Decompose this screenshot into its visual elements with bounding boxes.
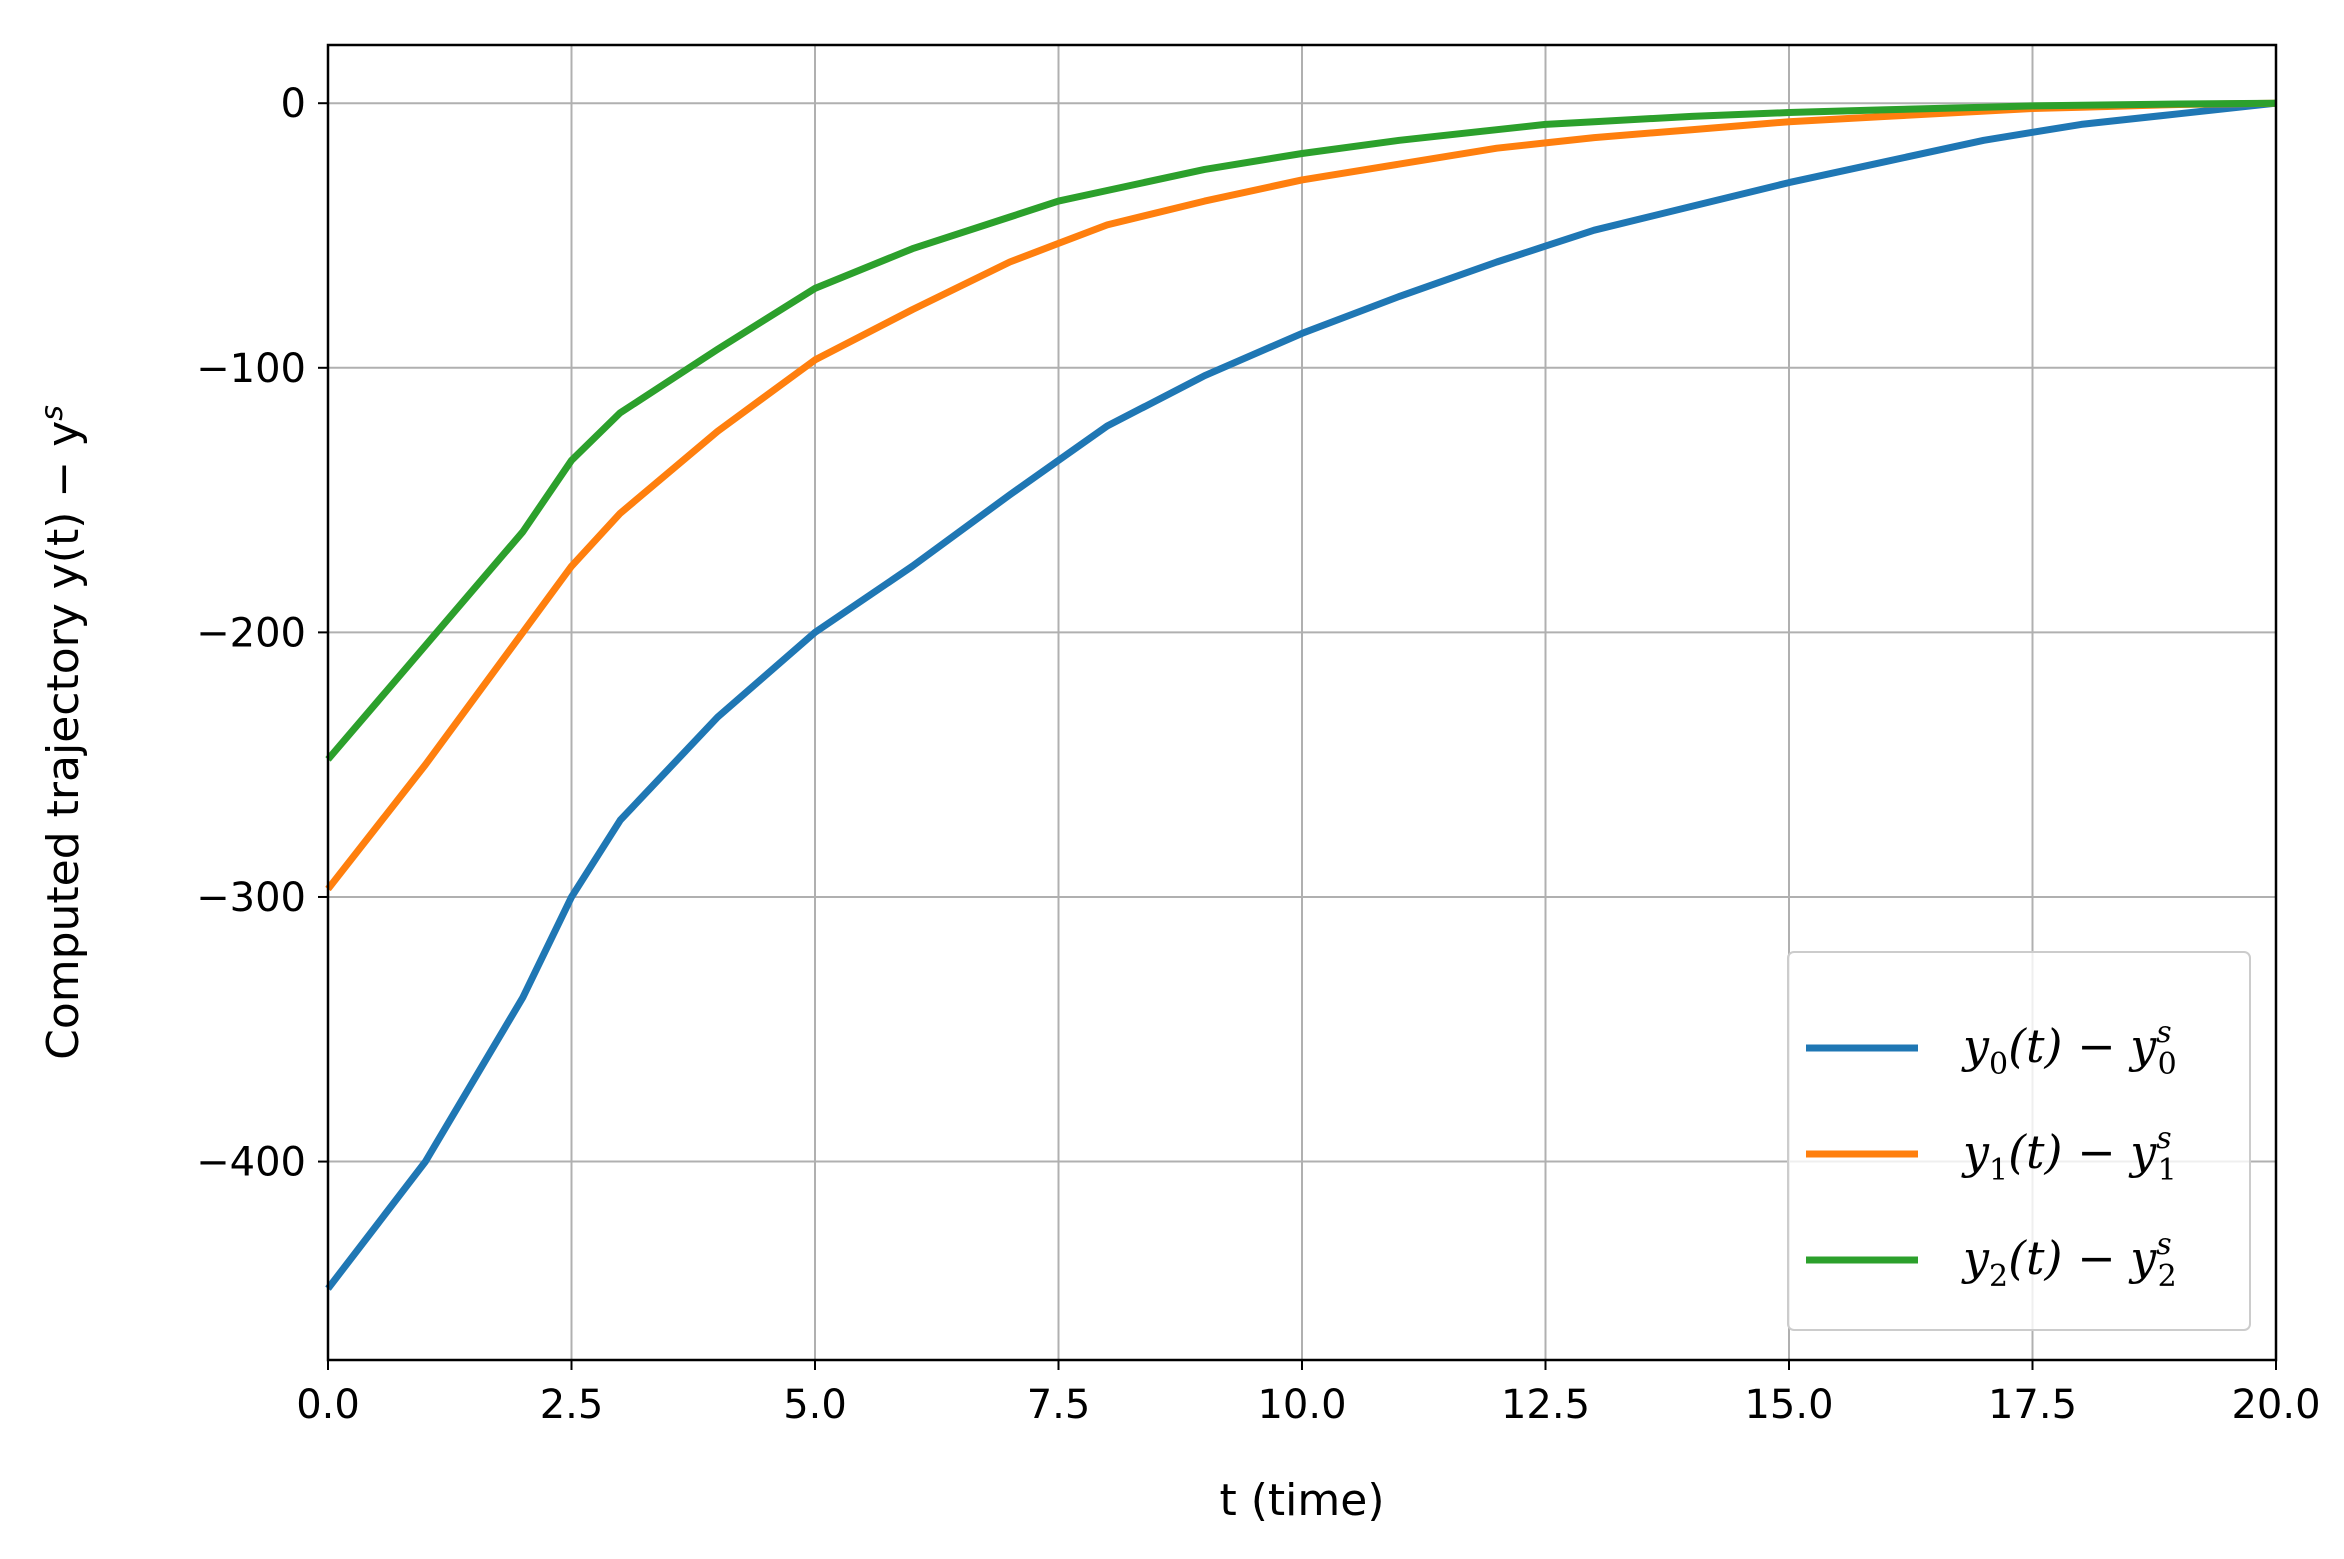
y-axis-ticks: 0 −100 −200 −300 −400 [196, 81, 328, 1186]
x-tick-label: 2.5 [540, 1382, 604, 1428]
x-tick-label: 12.5 [1501, 1382, 1590, 1428]
y-tick-label: −100 [196, 346, 306, 392]
y-tick-label: −300 [196, 875, 306, 921]
legend-label-2: y2(t) − ys 2 [1961, 1227, 2177, 1294]
legend-label-1: y1(t) − ys 1 [1961, 1121, 2177, 1188]
y-axis-title-main: Computed trajectory y(t) − y [38, 421, 89, 1060]
series-lines [325, 99, 2277, 1291]
x-tick-label: 17.5 [1988, 1382, 2077, 1428]
y-tick-label: 0 [281, 81, 306, 127]
x-tick-label: 20.0 [2231, 1382, 2320, 1428]
series-line-0 [325, 99, 2277, 1291]
series-line-2 [325, 99, 2277, 762]
x-tick-label: 7.5 [1027, 1382, 1091, 1428]
y-tick-label: −400 [196, 1140, 306, 1186]
x-tick-label: 15.0 [1744, 1382, 1833, 1428]
x-tick-label: 10.0 [1257, 1382, 1346, 1428]
x-tick-label: 0.0 [296, 1382, 360, 1428]
x-tick-label: 5.0 [783, 1382, 847, 1428]
legend: y0(t) − ys 0 y1(t) − ys 1 y2(t) − ys 2 [1787, 951, 2251, 1331]
y-axis-title-sup: s [35, 405, 70, 421]
y-axis-title: Computed trajectory y(t) − ys [35, 405, 89, 1060]
y-tick-label: −200 [196, 610, 306, 656]
x-axis-ticks: 0.0 2.5 5.0 7.5 10.0 12.5 15.0 17.5 20.0 [296, 1360, 2321, 1428]
x-axis-title: t (time) [1220, 1475, 1385, 1526]
legend-label-0: y0(t) − ys 0 [1961, 1015, 2177, 1082]
series-line-1 [325, 99, 2277, 892]
